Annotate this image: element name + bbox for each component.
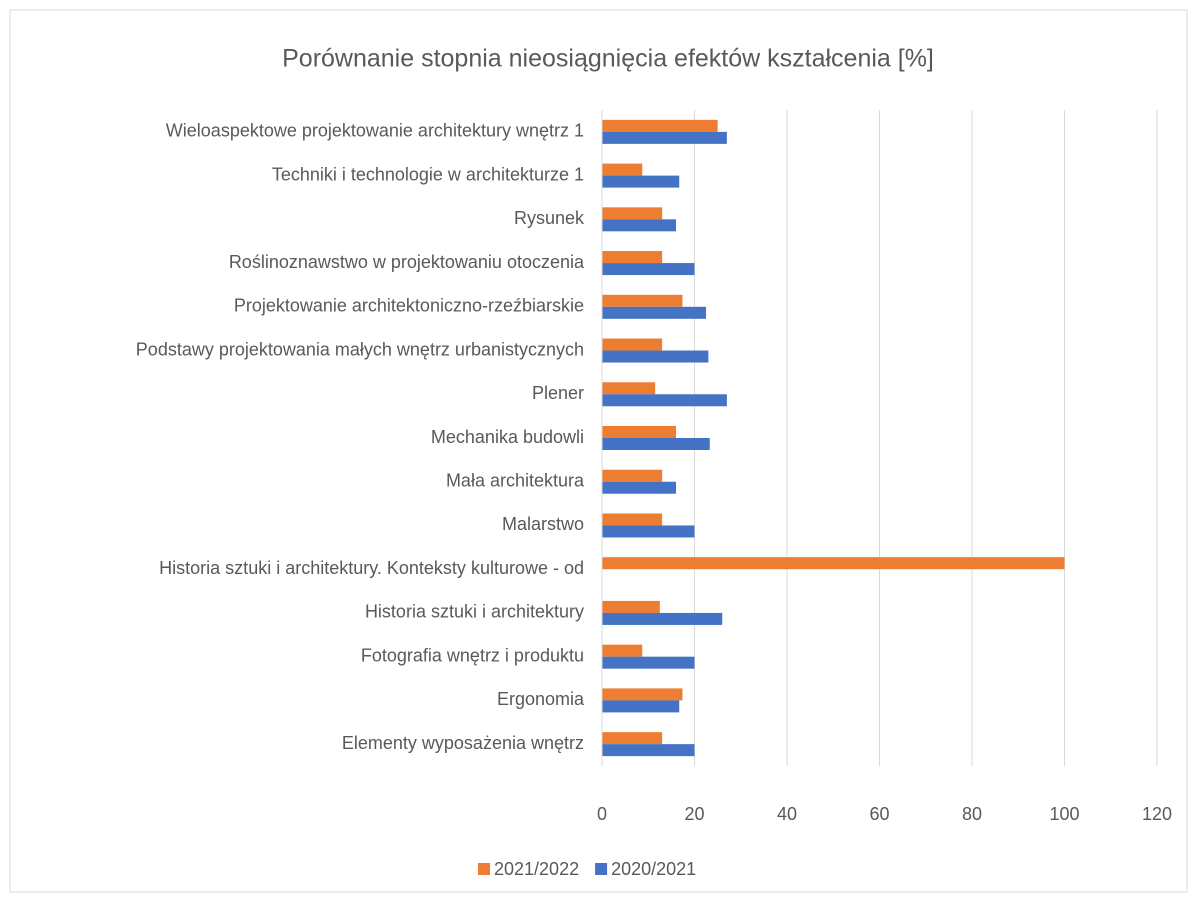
y-tick-label: Mechanika budowli bbox=[431, 427, 584, 447]
bar bbox=[602, 513, 663, 526]
bar bbox=[602, 469, 663, 482]
bar bbox=[602, 175, 680, 188]
bar bbox=[602, 382, 656, 395]
y-tick-label: Historia sztuki i architektury bbox=[365, 602, 584, 622]
bar bbox=[602, 350, 709, 363]
y-tick-label: Historia sztuki i architektury. Kontekst… bbox=[159, 558, 584, 578]
x-tick-label: 120 bbox=[1142, 804, 1172, 824]
y-tick-label: Projektowanie architektoniczno-rzeźbiars… bbox=[234, 296, 584, 316]
bar bbox=[602, 557, 1065, 570]
bar bbox=[602, 338, 663, 351]
x-tick-label: 60 bbox=[869, 804, 889, 824]
bar bbox=[602, 688, 683, 701]
y-tick-label: Malarstwo bbox=[502, 514, 584, 534]
y-tick-label: Elementy wyposażenia wnętrz bbox=[342, 733, 584, 753]
legend-swatch bbox=[478, 863, 490, 875]
y-tick-label: Podstawy projektowania małych wnętrz urb… bbox=[136, 339, 584, 359]
bar bbox=[602, 525, 695, 538]
bar bbox=[602, 426, 676, 438]
bar bbox=[602, 394, 727, 407]
legend-swatch bbox=[595, 863, 608, 875]
bar bbox=[602, 744, 695, 757]
y-tick-label: Plener bbox=[532, 383, 584, 403]
x-tick-label: 20 bbox=[684, 804, 704, 824]
y-tick-label: Techniki i technologie w architekturze 1 bbox=[272, 164, 584, 184]
bar bbox=[602, 219, 676, 232]
x-tick-label: 0 bbox=[597, 804, 607, 824]
y-tick-label: Wieloaspektowe projektowanie architektur… bbox=[166, 121, 584, 141]
y-tick-label: Rysunek bbox=[514, 208, 585, 228]
bar bbox=[602, 700, 680, 713]
y-tick-label: Mała architektura bbox=[446, 470, 585, 490]
chart-border bbox=[9, 9, 1188, 893]
x-tick-label: 80 bbox=[962, 804, 982, 824]
bar bbox=[602, 644, 643, 657]
x-tick-label: 40 bbox=[777, 804, 797, 824]
y-tick-label: Roślinoznawstwo w projektowaniu otoczeni… bbox=[229, 252, 585, 272]
y-tick-label: Fotografia wnętrz i produktu bbox=[361, 645, 584, 665]
bar bbox=[602, 612, 723, 625]
bar bbox=[602, 600, 660, 613]
bar bbox=[602, 131, 727, 144]
bar bbox=[602, 251, 663, 264]
bar bbox=[602, 119, 718, 132]
legend-label: 2020/2021 bbox=[611, 859, 696, 879]
bar bbox=[602, 306, 707, 319]
bar bbox=[602, 294, 683, 307]
bar bbox=[602, 438, 710, 450]
bar bbox=[602, 263, 695, 276]
bar bbox=[602, 481, 676, 494]
bar bbox=[602, 732, 663, 745]
chart-title: Porównanie stopnia nieosiągnięcia efektó… bbox=[282, 45, 934, 73]
y-tick-label: Ergonomia bbox=[497, 689, 585, 709]
x-tick-label: 100 bbox=[1049, 804, 1079, 824]
legend-label: 2021/2022 bbox=[494, 859, 579, 879]
bar bbox=[602, 163, 643, 176]
bar bbox=[602, 207, 663, 220]
bar bbox=[602, 656, 695, 669]
